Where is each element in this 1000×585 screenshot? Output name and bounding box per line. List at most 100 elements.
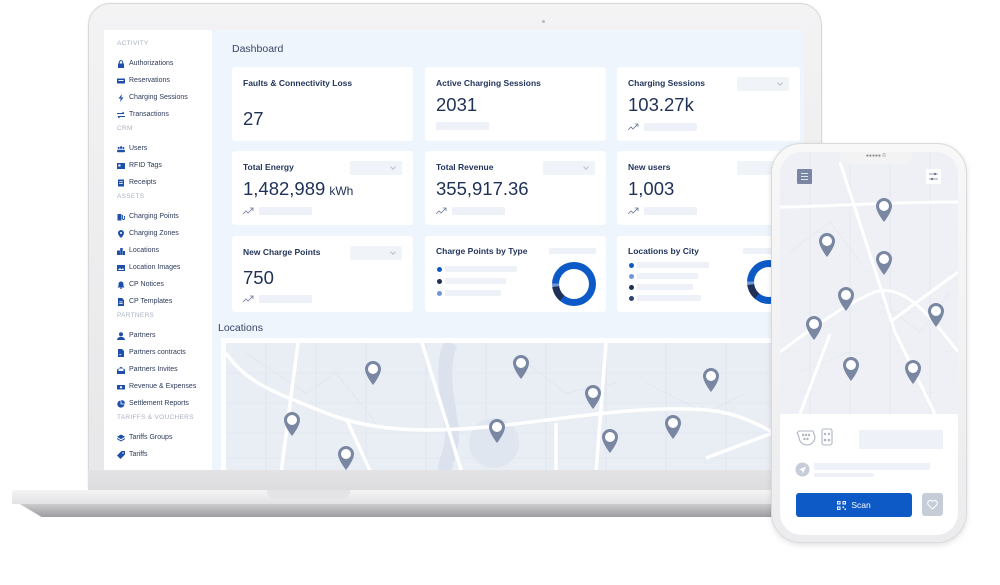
- sidebar-item-charging-sessions[interactable]: Charging Sessions: [117, 89, 212, 106]
- card-charging-sessions[interactable]: Charging Sessions 103.27k: [617, 67, 800, 141]
- sidebar-item-label: Revenue & Expenses: [129, 383, 197, 390]
- sidebar-item-charging-points[interactable]: Charging Points: [117, 208, 212, 225]
- filter-button[interactable]: [926, 169, 941, 184]
- favorite-button[interactable]: [922, 493, 943, 516]
- donut-chart[interactable]: [552, 262, 596, 306]
- scan-button[interactable]: Scan: [796, 493, 912, 517]
- phone-screen: ●●●●● ©: [780, 152, 958, 535]
- sidebar-item-cp-notices[interactable]: CP Notices: [117, 276, 212, 293]
- placeholder-bar: [644, 207, 697, 215]
- sidebar-item-label: Partners: [129, 332, 156, 339]
- map-pin-icon[interactable]: [875, 198, 893, 222]
- qr-code-icon: [837, 500, 847, 510]
- navigation-icon[interactable]: [795, 462, 810, 477]
- sidebar-item-tariffs[interactable]: Tariffs: [117, 446, 212, 463]
- sidebar-item-charging-zones[interactable]: Charging Zones: [117, 225, 212, 242]
- sidebar-item-label: Users: [129, 145, 148, 152]
- sidebar-item-partners[interactable]: Partners: [117, 327, 212, 344]
- sidebar-item-label: Locations: [129, 247, 159, 254]
- period-select[interactable]: [737, 77, 789, 91]
- placeholder-bar: [259, 295, 312, 303]
- id-card-icon: [117, 162, 125, 170]
- map-pin-icon[interactable]: [283, 412, 301, 436]
- sidebar-item-rfid-tags[interactable]: RFID Tags: [117, 157, 212, 174]
- buildings-icon: [117, 247, 125, 255]
- laptop-base: [12, 490, 812, 504]
- sidebar-item-receipts[interactable]: Receipts: [117, 174, 212, 191]
- legend-dot: [629, 296, 634, 301]
- card-total-energy[interactable]: Total Energy 1,482,989 kWh: [232, 151, 413, 225]
- card-title: Charging Sessions: [628, 78, 705, 88]
- sidebar-item-locations[interactable]: Locations: [117, 242, 212, 259]
- laptop-opening-notch: [267, 490, 350, 499]
- hamburger-icon-line: [801, 176, 808, 177]
- period-select[interactable]: [543, 161, 595, 175]
- trend-up-icon: [628, 123, 639, 131]
- card-faults[interactable]: Faults & Connectivity Loss 27: [232, 67, 413, 141]
- phone-map-streets: [780, 152, 958, 414]
- card-charge-points-by-type[interactable]: Charge Points by Type: [425, 236, 606, 312]
- legend-dot: [629, 274, 634, 279]
- map-pin-icon[interactable]: [904, 360, 922, 384]
- locations-map[interactable]: [226, 343, 786, 470]
- sidebar-item-settlement-reports[interactable]: Settlement Reports: [117, 395, 212, 412]
- sidebar-item-partners-invites[interactable]: Partners Invites: [117, 361, 212, 378]
- sidebar-item-revenue-expenses[interactable]: Revenue & Expenses: [117, 378, 212, 395]
- map-pin-icon[interactable]: [337, 446, 355, 470]
- period-select[interactable]: [350, 161, 402, 175]
- sidebar-item-tariffs-groups[interactable]: Tariffs Groups: [117, 429, 212, 446]
- sidebar-item-label: Partners contracts: [129, 349, 186, 356]
- map-pin-icon[interactable]: [664, 415, 682, 439]
- sidebar: ACTIVITY Authorizations Reservations Cha…: [104, 30, 212, 470]
- sidebar-item-cp-templates[interactable]: CP Templates: [117, 293, 212, 310]
- sidebar-item-label: Tariffs Groups: [129, 434, 173, 441]
- laptop-bezel-bottom: [88, 470, 822, 492]
- menu-button[interactable]: [797, 169, 812, 184]
- map-pin-icon[interactable]: [927, 303, 945, 327]
- card-title: Faults & Connectivity Loss: [243, 78, 353, 88]
- map-pin-icon[interactable]: [364, 361, 382, 385]
- layers-icon: [117, 434, 125, 442]
- map-pin-icon[interactable]: [512, 355, 530, 379]
- map-pin-icon[interactable]: [818, 233, 836, 257]
- sidebar-item-reservations[interactable]: Reservations: [117, 72, 212, 89]
- map-pin-icon[interactable]: [805, 316, 823, 340]
- legend-dot: [629, 263, 634, 268]
- map-pin-icon[interactable]: [488, 419, 506, 443]
- value-number: 1,482,989: [243, 178, 326, 199]
- card-title: Locations by City: [628, 246, 699, 256]
- placeholder-bar: [259, 207, 312, 215]
- placeholder-bar: [436, 122, 489, 130]
- sidebar-item-location-images[interactable]: Location Images: [117, 259, 212, 276]
- map-pin-icon[interactable]: [584, 385, 602, 409]
- sidebar-item-label: Authorizations: [129, 60, 174, 67]
- sidebar-section-partners: PARTNERS: [117, 312, 155, 319]
- map-pin-icon[interactable]: [601, 429, 619, 453]
- charging-station-icon: [117, 213, 125, 221]
- map-pin-icon[interactable]: [837, 287, 855, 311]
- map-pin-icon[interactable]: [875, 251, 893, 275]
- card-new-charge-points[interactable]: New Charge Points 750: [232, 236, 413, 312]
- sidebar-item-authorizations[interactable]: Authorizations: [117, 55, 212, 72]
- map-streets: [226, 343, 786, 470]
- card-title: Charge Points by Type: [436, 246, 528, 256]
- map-pin-icon[interactable]: [702, 368, 720, 392]
- card-value: 750: [243, 267, 274, 288]
- sidebar-item-partners-contracts[interactable]: Partners contracts: [117, 344, 212, 361]
- map-pin-icon[interactable]: [842, 357, 860, 381]
- sidebar-item-label: Charging Zones: [129, 230, 179, 237]
- period-select[interactable]: [350, 246, 402, 260]
- phone-status-indicator: ●●●●● ©: [865, 153, 887, 159]
- trend-up-icon: [436, 207, 447, 215]
- card-active-charging-sessions[interactable]: Active Charging Sessions 2031: [425, 67, 606, 141]
- sidebar-item-transactions[interactable]: Transactions: [117, 106, 212, 123]
- legend-dot: [437, 267, 442, 272]
- card-title: New users: [628, 162, 671, 172]
- sidebar-item-users[interactable]: Users: [117, 140, 212, 157]
- card-value: 1,482,989 kWh: [243, 178, 353, 200]
- card-total-revenue[interactable]: Total Revenue 355,917.36: [425, 151, 606, 225]
- sidebar-item-label: Tariffs: [129, 451, 148, 458]
- receipt-icon: [117, 179, 125, 187]
- phone-map[interactable]: [780, 152, 958, 414]
